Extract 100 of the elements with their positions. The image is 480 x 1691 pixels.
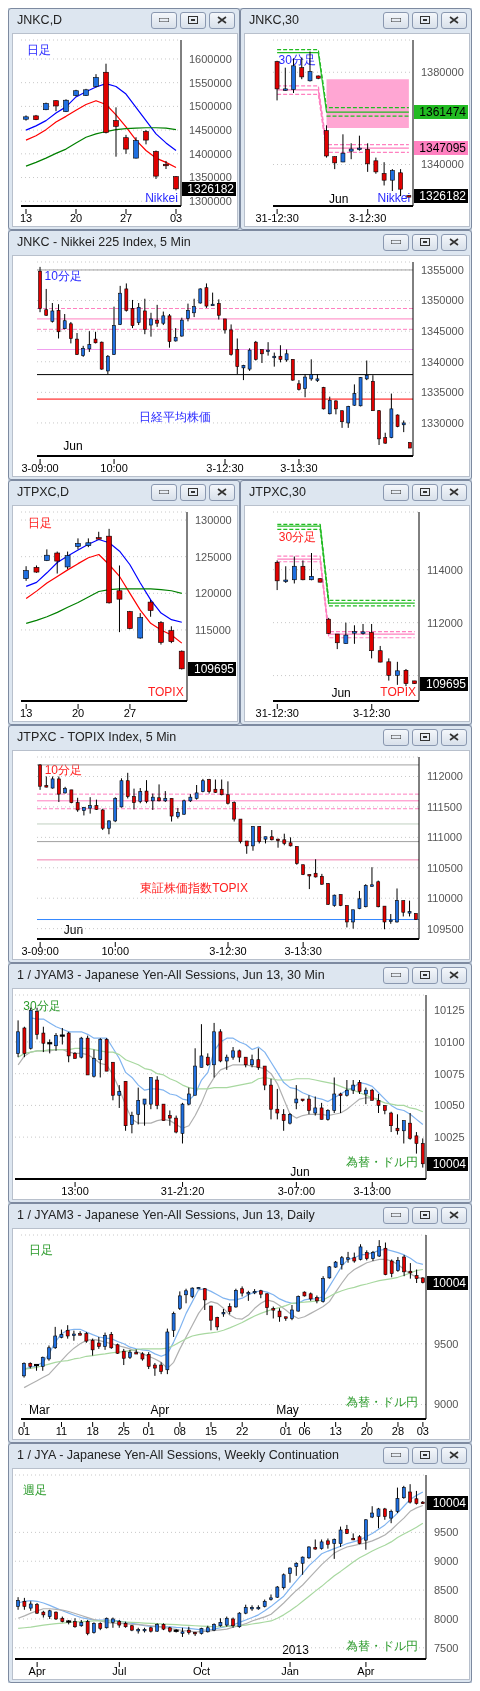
y-tick-label: 112000 <box>427 770 463 783</box>
x-tick-label: 03 <box>416 1425 430 1437</box>
x-tick-label: 25 <box>117 1425 130 1437</box>
chart-title: JNKC - Nikkei 225 Index, 5 Min <box>17 235 191 249</box>
y-tick-label: 8500 <box>434 1583 459 1596</box>
x-tick-label: 13 <box>20 707 33 719</box>
annotation: Jun <box>290 1164 310 1179</box>
x-tick-label: 01 <box>142 1425 155 1437</box>
text: 109695 <box>188 661 236 676</box>
chart-title: JNKC,30 <box>249 13 300 27</box>
x-tick-label: 27 <box>123 707 137 719</box>
x-tick-label: 15 <box>204 1425 218 1437</box>
x-tick-label: 13 <box>19 212 33 224</box>
y-tick-label: 112000 <box>427 616 463 629</box>
x-tick-label: 18 <box>86 1425 99 1437</box>
annotation: 2013 <box>282 1642 309 1657</box>
x-tick-label: 3-13:30 <box>284 945 322 957</box>
y-tick-label: 10075 <box>434 1067 465 1080</box>
annotation: 10分足 <box>44 268 82 283</box>
x-tick-label: 20 <box>69 212 83 224</box>
x-tick-label: 10:00 <box>101 945 130 957</box>
annotation: 週足 <box>23 1482 48 1497</box>
text: 109695 <box>420 676 468 691</box>
x-tick-label: 3-12:30 <box>349 212 387 224</box>
x-tick-label: Oct <box>192 1665 211 1677</box>
y-tick-label: 1350000 <box>189 171 232 184</box>
y-tick-label: 9500 <box>434 1337 459 1350</box>
y-tick-label: 1500000 <box>189 100 232 113</box>
annotation: 為替・ドル円 <box>345 1639 418 1654</box>
y-tick-label: 1380000 <box>421 66 464 79</box>
annotation: 日足 <box>27 42 52 57</box>
annotation: Jun <box>63 439 83 454</box>
annotation: 日経平均株価 <box>138 410 211 425</box>
annotation: 30分足 <box>23 999 61 1014</box>
x-tick-label: 27 <box>119 212 133 224</box>
x-tick-label: Jul <box>112 1665 127 1677</box>
x-tick-label: 3-09:00 <box>21 462 59 474</box>
chart-title: JTPXC,30 <box>249 485 306 499</box>
y-tick-label: 1400000 <box>189 147 232 160</box>
annotation: 東証株価指数TOPIX <box>140 881 248 896</box>
chart-title: JTPXC - TOPIX Index, 5 Min <box>17 730 177 744</box>
y-tick-label: 114000 <box>427 563 463 576</box>
x-tick-label: 3-12:30 <box>206 462 244 474</box>
y-tick-label: 10125 <box>434 1004 465 1017</box>
x-tick-label: 3-13:00 <box>353 1185 391 1197</box>
annotation: 日足 <box>27 516 52 531</box>
x-tick-label: 28 <box>391 1425 405 1437</box>
text: 1326182 <box>182 181 236 196</box>
text: 1347095 <box>414 141 468 156</box>
y-tick-label: 1350000 <box>421 294 464 307</box>
annotation: Nikkei <box>145 190 178 205</box>
x-tick-label: Apr <box>28 1665 47 1677</box>
annotation: Nikkei <box>377 190 411 205</box>
y-tick-label: 10025 <box>434 1131 465 1144</box>
annotation: Jun <box>329 192 349 207</box>
chart-title: JTPXC,D <box>17 485 70 499</box>
text: 10004 <box>427 1275 468 1290</box>
y-tick-label: 1600000 <box>189 52 232 65</box>
x-tick-label: 3-07:00 <box>277 1185 316 1197</box>
y-tick-label: 9000 <box>434 1398 459 1411</box>
annotation: 10分足 <box>44 762 82 777</box>
x-tick-label: 3-13:30 <box>280 462 318 474</box>
x-tick-label: 31-21:20 <box>160 1185 205 1197</box>
y-tick-label: 111500 <box>427 800 463 813</box>
x-tick-label: 3-12:30 <box>209 945 247 957</box>
x-tick-label: Jan <box>281 1665 299 1677</box>
x-tick-label: 11 <box>55 1425 68 1437</box>
chart-title: 1 / JYA - Japanese Yen-All Sessions, Weekly Continuation <box>17 1448 339 1462</box>
x-tick-label: 08 <box>173 1425 187 1437</box>
text: 1361474 <box>414 105 468 120</box>
x-tick-label: 10:00 <box>100 462 128 474</box>
y-tick-label: 8000 <box>434 1612 459 1625</box>
x-tick-label: 13:00 <box>61 1185 89 1197</box>
y-tick-label: 1355000 <box>421 263 464 276</box>
y-tick-label: 130000 <box>195 513 232 526</box>
y-tick-label: 1340000 <box>421 158 464 171</box>
y-tick-label: 10100 <box>434 1035 465 1048</box>
text: 10004 <box>427 1156 468 1171</box>
annotation: Jun <box>63 922 84 937</box>
chart-title: 1 / JYAM3 - Japanese Yen-All Sessions, Jun 13, Daily <box>17 1208 315 1222</box>
y-tick-label: 1340000 <box>421 355 464 368</box>
annotation: TOPIX <box>380 684 417 699</box>
text: 10004 <box>427 1496 468 1511</box>
annotation: 日足 <box>29 1242 54 1257</box>
x-tick-label: 01 <box>17 1425 31 1437</box>
y-tick-label: 1550000 <box>189 76 232 89</box>
y-tick-label: 120000 <box>195 587 232 600</box>
y-tick-label: 9000 <box>434 1555 459 1568</box>
x-tick-label: Apr <box>357 1665 375 1677</box>
y-tick-label: 110000 <box>427 892 463 905</box>
y-tick-label: 115000 <box>195 623 231 636</box>
x-tick-label: 31-12:30 <box>255 707 300 719</box>
y-tick-label: 125000 <box>195 550 232 563</box>
chart-title: 1 / JYAM3 - Japanese Yen-All Sessions, Jun 13, 30 Min <box>17 968 325 982</box>
x-tick-label: 3-12:30 <box>353 707 391 719</box>
y-tick-label: 1330000 <box>421 416 464 429</box>
annotation: Apr <box>150 1402 170 1417</box>
x-tick-label: 31-12:30 <box>255 212 299 224</box>
text: 1326182 <box>414 189 468 204</box>
annotation: Jun <box>331 686 351 701</box>
